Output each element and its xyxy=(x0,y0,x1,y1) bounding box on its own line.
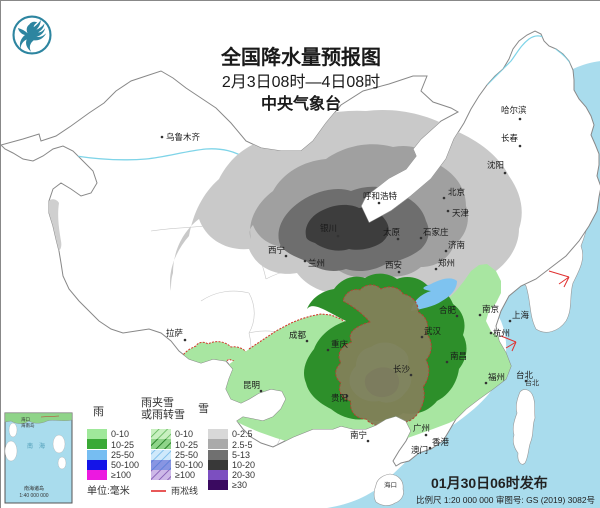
svg-text:贵阳: 贵阳 xyxy=(331,393,348,403)
svg-text:石家庄: 石家庄 xyxy=(423,227,449,237)
svg-text:2.5-5: 2.5-5 xyxy=(232,440,253,450)
svg-text:上海: 上海 xyxy=(512,310,530,320)
svg-text:南京: 南京 xyxy=(482,304,499,314)
svg-text:太原: 太原 xyxy=(383,227,400,237)
svg-text:25-50: 25-50 xyxy=(111,450,134,460)
svg-text:雪: 雪 xyxy=(198,402,209,415)
svg-text:0-10: 0-10 xyxy=(111,429,129,439)
svg-text:单位:毫米: 单位:毫米 xyxy=(87,484,130,497)
svg-text:中央气象台: 中央气象台 xyxy=(261,94,341,113)
svg-text:50-100: 50-100 xyxy=(111,460,139,470)
svg-text:杭州: 杭州 xyxy=(493,328,510,338)
svg-text:20-30: 20-30 xyxy=(232,470,255,480)
svg-text:昆明: 昆明 xyxy=(243,380,260,390)
svg-text:香港: 香港 xyxy=(432,437,450,447)
svg-text:50-100: 50-100 xyxy=(175,460,203,470)
svg-text:拉萨: 拉萨 xyxy=(166,328,184,338)
svg-text:西宁: 西宁 xyxy=(268,245,285,255)
svg-text:成都: 成都 xyxy=(289,330,307,340)
svg-text:南昌: 南昌 xyxy=(450,351,467,361)
svg-text:5-13: 5-13 xyxy=(232,450,250,460)
svg-text:25-50: 25-50 xyxy=(175,450,198,460)
svg-text:01月30日06时发布: 01月30日06时发布 xyxy=(431,475,548,491)
svg-text:银川: 银川 xyxy=(320,223,337,233)
svg-text:海口: 海口 xyxy=(384,480,397,489)
svg-text:南 海: 南 海 xyxy=(27,442,45,450)
svg-text:海南岛: 海南岛 xyxy=(21,422,35,429)
svg-text:1:40 000 000: 1:40 000 000 xyxy=(19,493,48,499)
svg-text:重庆: 重庆 xyxy=(331,339,349,349)
svg-text:台北: 台北 xyxy=(516,370,534,380)
svg-text:广州: 广州 xyxy=(413,423,430,433)
svg-text:南海诸岛: 南海诸岛 xyxy=(24,485,44,492)
svg-text:南宁: 南宁 xyxy=(350,430,367,440)
svg-text:济南: 济南 xyxy=(448,240,465,250)
svg-text:郑州: 郑州 xyxy=(438,258,455,268)
svg-text:澳门: 澳门 xyxy=(411,445,428,455)
svg-text:雨夹雪: 雨夹雪 xyxy=(141,396,174,409)
svg-text:长春: 长春 xyxy=(501,133,519,143)
svg-text:或雨转雪: 或雨转雪 xyxy=(141,407,185,421)
svg-text:兰州: 兰州 xyxy=(308,258,325,268)
svg-text:天津: 天津 xyxy=(452,208,470,218)
svg-text:哈尔滨: 哈尔滨 xyxy=(501,105,527,115)
svg-text:北京: 北京 xyxy=(448,187,465,197)
svg-text:沈阳: 沈阳 xyxy=(487,160,504,170)
svg-text:武汉: 武汉 xyxy=(424,326,442,336)
svg-text:10-20: 10-20 xyxy=(232,460,255,470)
svg-text:海口: 海口 xyxy=(21,416,30,423)
svg-text:10-25: 10-25 xyxy=(175,440,198,450)
svg-text:≥30: ≥30 xyxy=(232,480,247,490)
svg-text:比例尺 1:20 000 000 审图号: GS (2: 比例尺 1:20 000 000 审图号: GS (2019) 3082号 xyxy=(416,495,595,505)
svg-text:呼和浩特: 呼和浩特 xyxy=(363,191,398,201)
svg-text:西安: 西安 xyxy=(385,260,402,270)
svg-text:10-25: 10-25 xyxy=(111,440,134,450)
svg-text:全国降水量预报图: 全国降水量预报图 xyxy=(220,45,381,69)
svg-text:雨凇线: 雨凇线 xyxy=(171,485,198,496)
svg-text:2月3日08时—4日08时: 2月3日08时—4日08时 xyxy=(222,73,380,91)
svg-text:≥100: ≥100 xyxy=(175,470,195,480)
svg-text:≥100: ≥100 xyxy=(111,470,131,480)
svg-text:雨: 雨 xyxy=(93,406,104,418)
svg-text:福州: 福州 xyxy=(488,372,505,382)
svg-text:长沙: 长沙 xyxy=(393,364,411,374)
svg-text:0-2.5: 0-2.5 xyxy=(232,429,253,439)
svg-text:乌鲁木齐: 乌鲁木齐 xyxy=(166,132,201,142)
svg-text:合肥: 合肥 xyxy=(439,305,457,315)
svg-text:0-10: 0-10 xyxy=(175,429,193,439)
